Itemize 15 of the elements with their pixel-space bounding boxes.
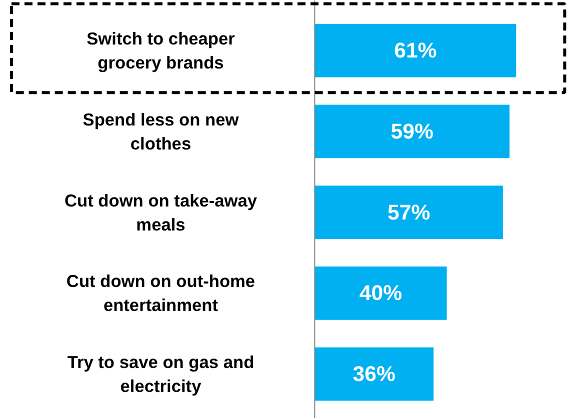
y-tick-label: Try to save on gas and electricity xyxy=(67,352,254,396)
bar xyxy=(314,104,510,158)
bar xyxy=(314,24,516,78)
data-label: 61% xyxy=(394,38,437,63)
y-tick-label: Spend less on new clothes xyxy=(82,109,240,154)
data-label: 40% xyxy=(359,281,402,306)
y-tick-label: Cut down on out-home entertainment xyxy=(66,271,256,316)
data-label: 59% xyxy=(390,119,434,144)
y-tick-label: Switch to cheaper grocery brands xyxy=(86,28,236,73)
bar xyxy=(314,266,447,320)
bar xyxy=(314,347,434,401)
y-tick-label: Cut down on take-away meals xyxy=(64,190,258,234)
data-label: 36% xyxy=(352,362,396,386)
bar xyxy=(314,186,503,240)
data-label: 57% xyxy=(387,200,430,224)
